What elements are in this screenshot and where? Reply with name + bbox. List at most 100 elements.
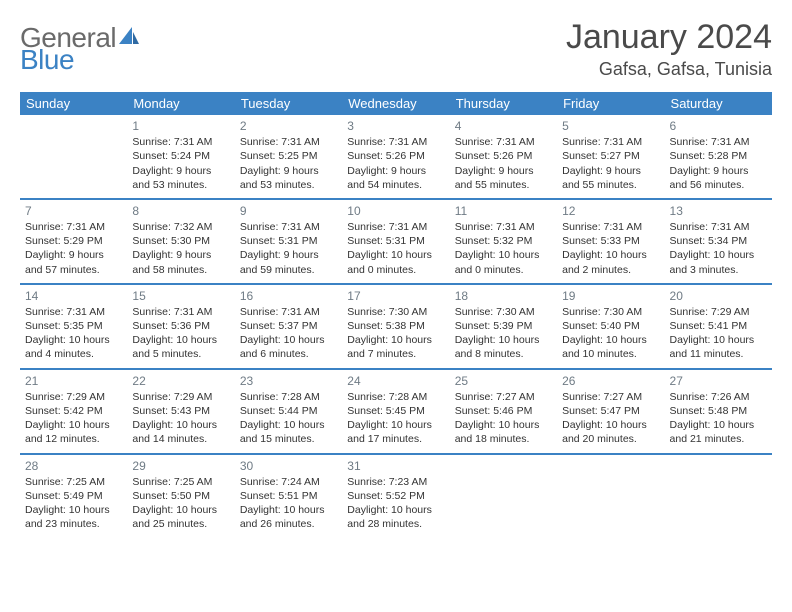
sunrise-line: Sunrise: 7:30 AM <box>347 305 444 319</box>
sunrise-line: Sunrise: 7:27 AM <box>562 390 659 404</box>
day-number: 1 <box>132 118 229 134</box>
calendar-cell: 8Sunrise: 7:32 AMSunset: 5:30 PMDaylight… <box>127 199 234 284</box>
sunrise-line: Sunrise: 7:31 AM <box>455 135 552 149</box>
logo-text-blue: Blue <box>20 46 140 74</box>
daylight-line: Daylight: 10 hours and 8 minutes. <box>455 333 552 361</box>
sunset-line: Sunset: 5:44 PM <box>240 404 337 418</box>
day-number: 7 <box>25 203 122 219</box>
day-number: 25 <box>455 373 552 389</box>
calendar-cell: 6Sunrise: 7:31 AMSunset: 5:28 PMDaylight… <box>665 115 772 199</box>
day-number: 12 <box>562 203 659 219</box>
calendar-cell: 23Sunrise: 7:28 AMSunset: 5:44 PMDayligh… <box>235 369 342 454</box>
daylight-line: Daylight: 10 hours and 25 minutes. <box>132 503 229 531</box>
location-text: Gafsa, Gafsa, Tunisia <box>566 59 772 80</box>
day-number: 10 <box>347 203 444 219</box>
sunset-line: Sunset: 5:37 PM <box>240 319 337 333</box>
sunrise-line: Sunrise: 7:31 AM <box>347 220 444 234</box>
calendar-cell: 14Sunrise: 7:31 AMSunset: 5:35 PMDayligh… <box>20 284 127 369</box>
sunset-line: Sunset: 5:33 PM <box>562 234 659 248</box>
day-header: Saturday <box>665 92 772 115</box>
sunrise-line: Sunrise: 7:26 AM <box>670 390 767 404</box>
calendar-cell: 21Sunrise: 7:29 AMSunset: 5:42 PMDayligh… <box>20 369 127 454</box>
daylight-line: Daylight: 10 hours and 12 minutes. <box>25 418 122 446</box>
day-number: 27 <box>670 373 767 389</box>
sunrise-line: Sunrise: 7:23 AM <box>347 475 444 489</box>
daylight-line: Daylight: 10 hours and 11 minutes. <box>670 333 767 361</box>
daylight-line: Daylight: 10 hours and 4 minutes. <box>25 333 122 361</box>
day-header: Thursday <box>450 92 557 115</box>
title-block: January 2024 Gafsa, Gafsa, Tunisia <box>566 18 772 80</box>
sunset-line: Sunset: 5:29 PM <box>25 234 122 248</box>
sunrise-line: Sunrise: 7:32 AM <box>132 220 229 234</box>
sunrise-line: Sunrise: 7:31 AM <box>240 135 337 149</box>
daylight-line: Daylight: 9 hours and 55 minutes. <box>562 164 659 192</box>
sunrise-line: Sunrise: 7:29 AM <box>132 390 229 404</box>
sunset-line: Sunset: 5:52 PM <box>347 489 444 503</box>
day-header: Monday <box>127 92 234 115</box>
day-number: 26 <box>562 373 659 389</box>
sunrise-line: Sunrise: 7:31 AM <box>240 305 337 319</box>
daylight-line: Daylight: 10 hours and 6 minutes. <box>240 333 337 361</box>
sunrise-line: Sunrise: 7:31 AM <box>25 305 122 319</box>
sunrise-line: Sunrise: 7:31 AM <box>25 220 122 234</box>
sunset-line: Sunset: 5:51 PM <box>240 489 337 503</box>
calendar-cell: 5Sunrise: 7:31 AMSunset: 5:27 PMDaylight… <box>557 115 664 199</box>
calendar-cell: 16Sunrise: 7:31 AMSunset: 5:37 PMDayligh… <box>235 284 342 369</box>
daylight-line: Daylight: 9 hours and 55 minutes. <box>455 164 552 192</box>
calendar-cell: 19Sunrise: 7:30 AMSunset: 5:40 PMDayligh… <box>557 284 664 369</box>
daylight-line: Daylight: 10 hours and 5 minutes. <box>132 333 229 361</box>
daylight-line: Daylight: 10 hours and 28 minutes. <box>347 503 444 531</box>
calendar-cell: 13Sunrise: 7:31 AMSunset: 5:34 PMDayligh… <box>665 199 772 284</box>
sunset-line: Sunset: 5:43 PM <box>132 404 229 418</box>
daylight-line: Daylight: 10 hours and 21 minutes. <box>670 418 767 446</box>
sunset-line: Sunset: 5:41 PM <box>670 319 767 333</box>
calendar-cell: 3Sunrise: 7:31 AMSunset: 5:26 PMDaylight… <box>342 115 449 199</box>
sunset-line: Sunset: 5:24 PM <box>132 149 229 163</box>
calendar-cell: 7Sunrise: 7:31 AMSunset: 5:29 PMDaylight… <box>20 199 127 284</box>
calendar-week-row: 21Sunrise: 7:29 AMSunset: 5:42 PMDayligh… <box>20 369 772 454</box>
calendar-cell: 26Sunrise: 7:27 AMSunset: 5:47 PMDayligh… <box>557 369 664 454</box>
calendar-cell: 28Sunrise: 7:25 AMSunset: 5:49 PMDayligh… <box>20 454 127 538</box>
daylight-line: Daylight: 10 hours and 20 minutes. <box>562 418 659 446</box>
day-number: 28 <box>25 458 122 474</box>
calendar-cell <box>450 454 557 538</box>
sunset-line: Sunset: 5:30 PM <box>132 234 229 248</box>
day-number: 2 <box>240 118 337 134</box>
calendar-cell <box>557 454 664 538</box>
sunset-line: Sunset: 5:26 PM <box>347 149 444 163</box>
calendar-cell: 24Sunrise: 7:28 AMSunset: 5:45 PMDayligh… <box>342 369 449 454</box>
day-number: 9 <box>240 203 337 219</box>
calendar-table: Sunday Monday Tuesday Wednesday Thursday… <box>20 92 772 537</box>
sunset-line: Sunset: 5:40 PM <box>562 319 659 333</box>
daylight-line: Daylight: 10 hours and 10 minutes. <box>562 333 659 361</box>
month-title: January 2024 <box>566 18 772 57</box>
daylight-line: Daylight: 9 hours and 59 minutes. <box>240 248 337 276</box>
day-header: Tuesday <box>235 92 342 115</box>
day-number: 24 <box>347 373 444 389</box>
day-number: 3 <box>347 118 444 134</box>
sunset-line: Sunset: 5:46 PM <box>455 404 552 418</box>
daylight-line: Daylight: 10 hours and 14 minutes. <box>132 418 229 446</box>
sunset-line: Sunset: 5:45 PM <box>347 404 444 418</box>
sunset-line: Sunset: 5:47 PM <box>562 404 659 418</box>
calendar-cell: 1Sunrise: 7:31 AMSunset: 5:24 PMDaylight… <box>127 115 234 199</box>
sunrise-line: Sunrise: 7:28 AM <box>240 390 337 404</box>
sunrise-line: Sunrise: 7:31 AM <box>240 220 337 234</box>
day-number: 4 <box>455 118 552 134</box>
daylight-line: Daylight: 9 hours and 53 minutes. <box>132 164 229 192</box>
sunset-line: Sunset: 5:34 PM <box>670 234 767 248</box>
calendar-cell: 11Sunrise: 7:31 AMSunset: 5:32 PMDayligh… <box>450 199 557 284</box>
calendar-cell: 4Sunrise: 7:31 AMSunset: 5:26 PMDaylight… <box>450 115 557 199</box>
sunrise-line: Sunrise: 7:31 AM <box>455 220 552 234</box>
day-number: 14 <box>25 288 122 304</box>
sunrise-line: Sunrise: 7:29 AM <box>670 305 767 319</box>
sunrise-line: Sunrise: 7:24 AM <box>240 475 337 489</box>
sunrise-line: Sunrise: 7:28 AM <box>347 390 444 404</box>
calendar-week-row: 1Sunrise: 7:31 AMSunset: 5:24 PMDaylight… <box>20 115 772 199</box>
sunset-line: Sunset: 5:48 PM <box>670 404 767 418</box>
daylight-line: Daylight: 10 hours and 0 minutes. <box>347 248 444 276</box>
day-number: 6 <box>670 118 767 134</box>
sunrise-line: Sunrise: 7:25 AM <box>132 475 229 489</box>
sunset-line: Sunset: 5:42 PM <box>25 404 122 418</box>
day-number: 19 <box>562 288 659 304</box>
